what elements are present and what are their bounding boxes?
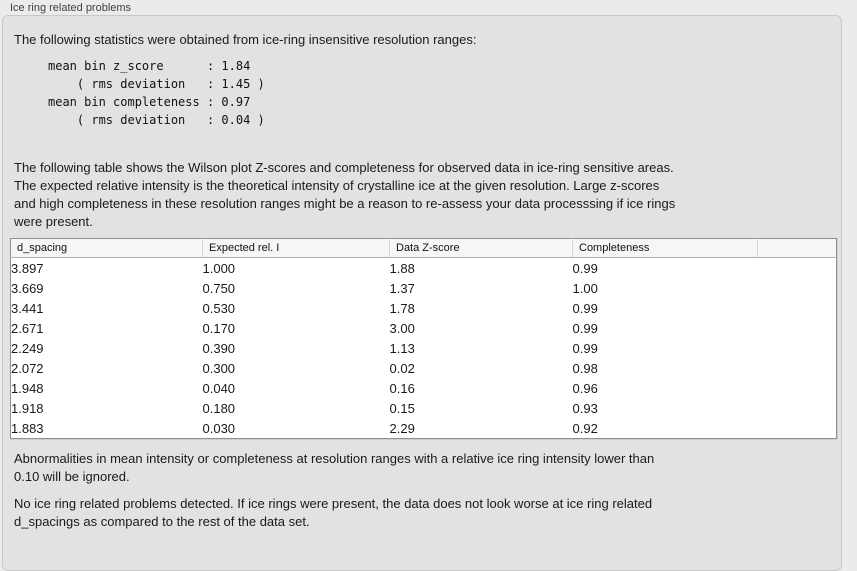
table-cell: 0.15 xyxy=(389,398,573,418)
table-cell: 0.390 xyxy=(202,338,390,358)
table-cell: 0.98 xyxy=(572,358,758,378)
table-row[interactable]: 3.669 0.750 1.37 1.00 xyxy=(10,278,837,298)
table-cell: 0.96 xyxy=(572,378,758,398)
table-cell: 0.02 xyxy=(389,358,573,378)
table-cell: 1.37 xyxy=(389,278,573,298)
table-cell: 1.88 xyxy=(389,257,573,278)
table-cell: 3.897 xyxy=(10,257,203,278)
table-cell: 0.99 xyxy=(572,338,758,358)
table-cell: 0.99 xyxy=(572,298,758,318)
table-cell: 0.300 xyxy=(202,358,390,378)
stats-values-block: mean bin z_score : 1.84 ( rms deviation … xyxy=(48,59,265,127)
table-cell: 0.030 xyxy=(202,418,390,439)
table-cell: 1.883 xyxy=(10,418,203,439)
table-cell: 2.072 xyxy=(10,358,203,378)
table-cell: 1.948 xyxy=(10,378,203,398)
table-intro-text: The following table shows the Wilson plo… xyxy=(14,160,676,229)
table-cell: 0.180 xyxy=(202,398,390,418)
table-cell: 0.530 xyxy=(202,298,390,318)
table-row[interactable]: 2.671 0.170 3.00 0.99 xyxy=(10,318,837,338)
column-header-completeness[interactable]: Completeness xyxy=(572,238,758,258)
ice-ring-panel: The following statistics were obtained f… xyxy=(2,15,842,571)
table-cell: 1.00 xyxy=(572,278,758,298)
table-cell: 0.99 xyxy=(572,318,758,338)
table-cell: 0.16 xyxy=(389,378,573,398)
table-cell: 3.441 xyxy=(10,298,203,318)
column-header-empty xyxy=(757,238,837,258)
table-cell: 1.918 xyxy=(10,398,203,418)
table-cell: 2.249 xyxy=(10,338,203,358)
column-header-d-spacing[interactable]: d_spacing xyxy=(10,238,203,258)
table-cell: 3.669 xyxy=(10,278,203,298)
table-row[interactable]: 2.072 0.300 0.02 0.98 xyxy=(10,358,837,378)
section-title: Ice ring related problems xyxy=(10,2,132,14)
table-cell: 1.000 xyxy=(202,257,390,278)
table-cell: 0.040 xyxy=(202,378,390,398)
column-header-data-z-score[interactable]: Data Z-score xyxy=(389,238,573,258)
table-row[interactable]: 3.897 1.000 1.88 0.99 xyxy=(10,257,837,278)
table-row[interactable]: 1.948 0.040 0.16 0.96 xyxy=(10,378,837,398)
table-cell: 2.671 xyxy=(10,318,203,338)
table-cell: 0.93 xyxy=(572,398,758,418)
column-header-expected-rel-i[interactable]: Expected rel. I xyxy=(202,238,390,258)
table-cell: 0.750 xyxy=(202,278,390,298)
table-cell: 0.99 xyxy=(572,257,758,278)
stats-intro-text: The following statistics were obtained f… xyxy=(14,32,477,47)
table-cell: 2.29 xyxy=(389,418,573,439)
table-header-row: d_spacing Expected rel. I Data Z-score C… xyxy=(10,238,837,258)
table-row[interactable]: 3.441 0.530 1.78 0.99 xyxy=(10,298,837,318)
table-cell: 1.13 xyxy=(389,338,573,358)
table-cell: 0.170 xyxy=(202,318,390,338)
table-row[interactable]: 1.883 0.030 2.29 0.92 xyxy=(10,418,837,439)
ice-ring-table: d_spacing Expected rel. I Data Z-score C… xyxy=(10,238,837,439)
table-row[interactable]: 1.918 0.180 0.15 0.93 xyxy=(10,398,837,418)
ignore-note-text: Abnormalities in mean intensity or compl… xyxy=(14,451,655,484)
table-cell: 1.78 xyxy=(389,298,573,318)
conclusion-text: No ice ring related problems detected. I… xyxy=(14,496,653,529)
table-cell: 0.92 xyxy=(572,418,758,439)
table-row[interactable]: 2.249 0.390 1.13 0.99 xyxy=(10,338,837,358)
table-cell: 3.00 xyxy=(389,318,573,338)
